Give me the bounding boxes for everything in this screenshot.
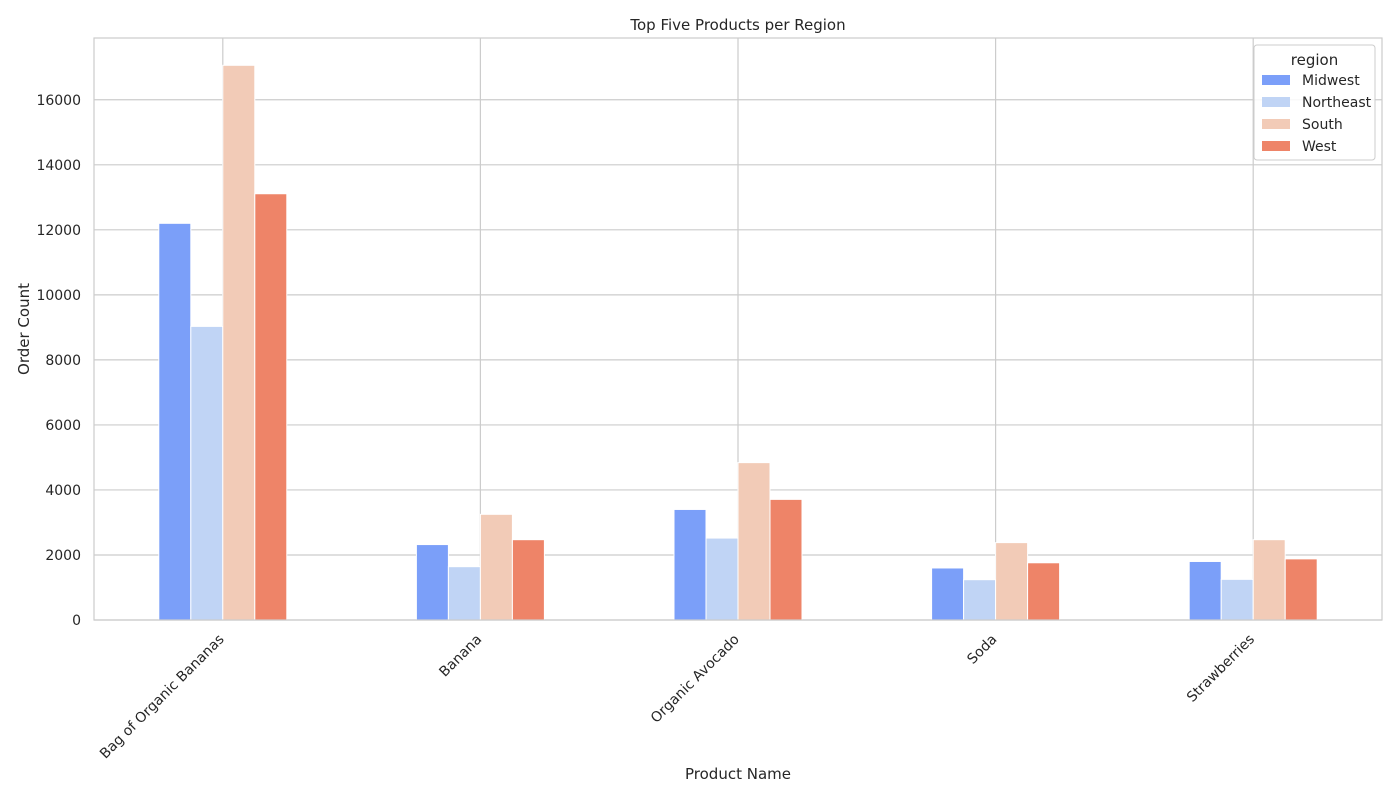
y-tick-label: 0 — [72, 613, 81, 629]
bars — [158, 64, 1318, 621]
y-tick-label: 8000 — [45, 353, 81, 369]
bar-south — [995, 542, 1029, 621]
y-tick-label: 16000 — [36, 93, 81, 109]
legend-frame — [1253, 44, 1376, 161]
chart-title: Top Five Products per Region — [629, 16, 845, 34]
bar-south — [222, 64, 256, 621]
y-tick-labels: 0 2000 4000 6000 8000 10000 12000 14000 16000 — [36, 93, 81, 629]
bar-northeast — [705, 537, 739, 621]
legend-title: region — [1291, 51, 1338, 69]
y-tick-label: 4000 — [45, 483, 81, 499]
bar-west — [511, 539, 545, 621]
bar-northeast — [1220, 578, 1254, 621]
bar-south — [479, 513, 513, 621]
bar-west — [769, 498, 803, 621]
bar-south — [1252, 539, 1286, 621]
legend-swatch-south — [1262, 119, 1290, 129]
bar-midwest — [158, 222, 192, 621]
plot-frame — [93, 37, 1383, 621]
legend-label-northeast: Northeast — [1302, 95, 1372, 111]
legend-label-south: South — [1302, 117, 1343, 133]
y-tick-label: 14000 — [36, 158, 81, 174]
bar-midwest — [931, 567, 965, 621]
y-axis-title: Order Count — [15, 283, 33, 375]
y-tick-label: 12000 — [36, 223, 81, 239]
bar-south — [737, 462, 771, 621]
legend-swatch-northeast — [1262, 97, 1290, 107]
legend-swatch-west — [1262, 141, 1290, 151]
x-axis-title: Product Name — [685, 765, 791, 783]
y-tick-label: 6000 — [45, 418, 81, 434]
legend: region Midwest Northeast South West — [1253, 44, 1376, 161]
legend-label-west: West — [1302, 139, 1337, 155]
bar-northeast — [190, 325, 224, 621]
y-tick-label: 10000 — [36, 288, 81, 304]
legend-label-midwest: Midwest — [1302, 73, 1360, 89]
bar-midwest — [1188, 560, 1222, 621]
bar-midwest — [673, 508, 707, 621]
bar-midwest — [415, 544, 449, 621]
legend-swatch-midwest — [1262, 75, 1290, 85]
bar-west — [1027, 562, 1061, 621]
bar-west — [254, 193, 288, 621]
bar-northeast — [963, 579, 997, 621]
bar-west — [1284, 558, 1318, 621]
y-tick-label: 2000 — [45, 548, 81, 564]
bar-northeast — [447, 566, 481, 621]
